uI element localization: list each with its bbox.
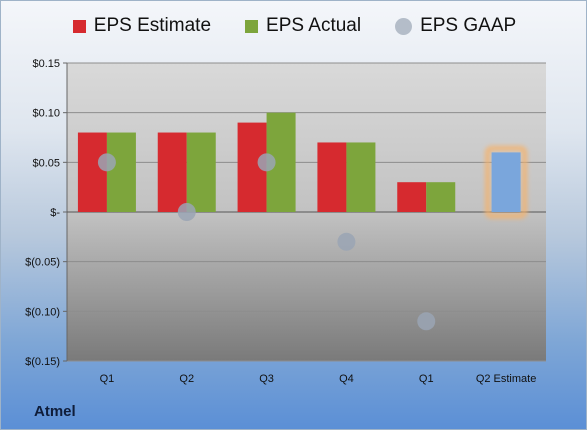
bar-eps-estimate (317, 142, 347, 212)
legend-item-actual: EPS Actual (245, 15, 361, 37)
bar-eps-actual (426, 182, 456, 212)
y-tick-label: $0.10 (32, 108, 60, 120)
legend-label-actual: EPS Actual (266, 15, 362, 36)
legend-label-estimate: EPS Estimate (93, 15, 212, 36)
x-tick-label: Q1 (419, 373, 434, 385)
dot-eps-gaap (97, 153, 116, 172)
bar-eps-actual (186, 132, 216, 212)
estimate-highlight-glow (485, 145, 528, 219)
legend-swatch-actual (245, 19, 259, 33)
legend-swatch-gaap (395, 17, 413, 35)
bar-q2-estimate (491, 152, 521, 212)
bar-eps-estimate (157, 132, 187, 212)
x-tick-label: Q4 (339, 373, 354, 385)
x-tick-label: Q3 (259, 373, 274, 385)
legend-item-estimate: EPS Estimate (72, 15, 212, 37)
dot-eps-gaap (417, 312, 436, 331)
y-tick-label: $0.05 (32, 157, 60, 169)
bar-eps-estimate (77, 132, 107, 212)
y-tick-label: $(0.10) (25, 306, 60, 318)
y-tick-label: $0.15 (32, 58, 60, 70)
company-name: Atmel (34, 403, 76, 420)
legend-swatch-estimate (72, 19, 86, 33)
legend-item-gaap: EPS GAAP (395, 15, 516, 37)
x-tick-label: Q2 Estimate (476, 373, 537, 385)
bar-eps-estimate (397, 182, 427, 212)
bar-eps-actual (346, 142, 376, 212)
dot-eps-gaap (177, 203, 196, 221)
dot-eps-gaap (337, 232, 356, 251)
bar-eps-actual (106, 132, 136, 212)
x-tick-label: Q2 (179, 373, 194, 385)
x-tick-label: Q1 (100, 373, 115, 385)
y-tick-label: $(0.15) (25, 356, 60, 368)
dot-eps-gaap (257, 153, 276, 172)
legend: EPS Estimate EPS Actual EPS GAAP (1, 15, 586, 37)
y-tick-label: $- (50, 207, 60, 219)
legend-label-gaap: EPS GAAP (420, 15, 517, 36)
y-tick-label: $(0.05) (25, 257, 60, 269)
